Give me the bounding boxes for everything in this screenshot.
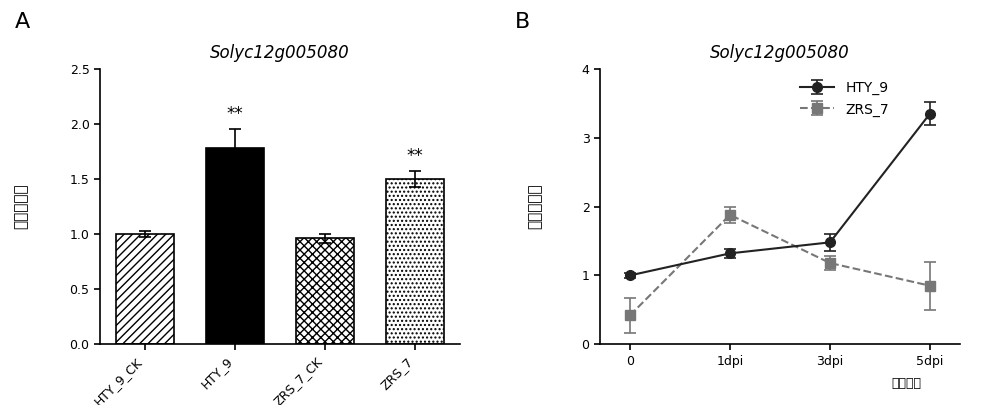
Bar <box>206 148 264 344</box>
Text: 接种天数: 接种天数 <box>891 377 921 390</box>
Title: Solyc12g005080: Solyc12g005080 <box>710 44 850 62</box>
Text: **: ** <box>407 147 423 165</box>
Bar <box>386 179 444 344</box>
Bar <box>296 239 354 344</box>
Bar <box>116 234 174 344</box>
Text: 相对表达量: 相对表达量 <box>528 184 543 229</box>
Legend: HTY_9, ZRS_7: HTY_9, ZRS_7 <box>794 76 895 122</box>
Text: B: B <box>515 12 530 32</box>
Text: **: ** <box>227 105 243 123</box>
Text: A: A <box>15 12 30 32</box>
Text: 相对表达量: 相对表达量 <box>13 184 28 229</box>
Title: Solyc12g005080: Solyc12g005080 <box>210 44 350 62</box>
